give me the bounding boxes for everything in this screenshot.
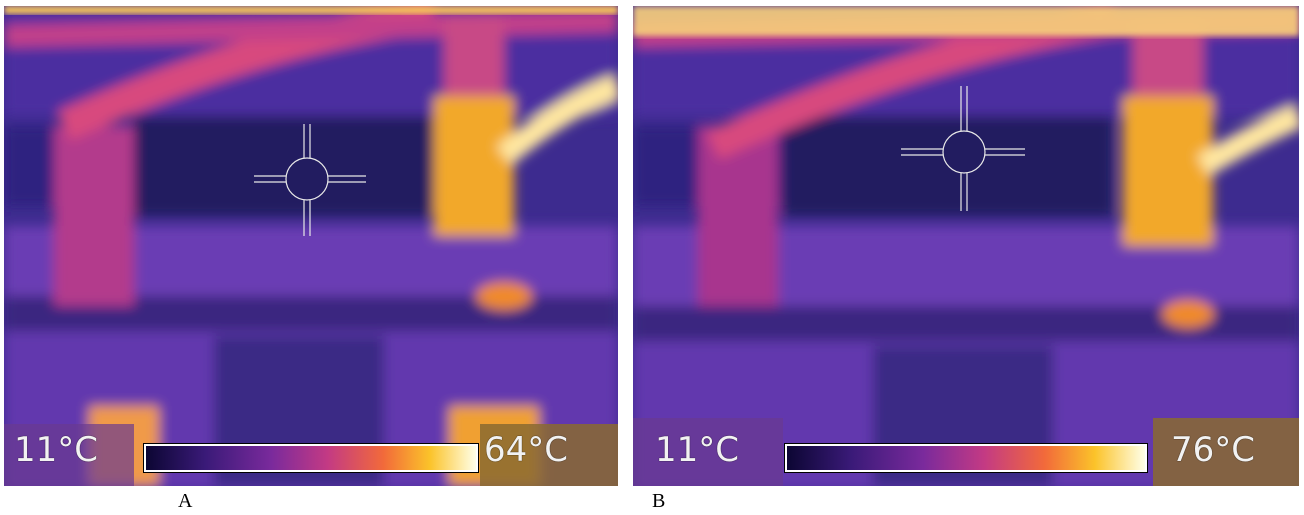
max-temp-label: 76°C xyxy=(1171,430,1256,470)
min-temp-label: 11°C xyxy=(655,430,740,470)
max-temp-label: 64°C xyxy=(484,430,569,470)
crosshair-icon xyxy=(254,124,366,236)
thermal-scene-b xyxy=(633,6,1299,486)
thermal-image-b: 11°C 76°C xyxy=(633,6,1299,486)
thermal-image-a: 11°C 64°C xyxy=(4,6,618,486)
caption-a: A xyxy=(178,490,193,512)
color-scale-bar xyxy=(143,443,479,473)
color-scale-bar xyxy=(784,443,1148,473)
thermal-scene-a xyxy=(4,6,618,486)
min-temp-label: 11°C xyxy=(14,430,99,470)
caption-b: B xyxy=(652,490,666,512)
crosshair-icon xyxy=(901,86,1025,211)
